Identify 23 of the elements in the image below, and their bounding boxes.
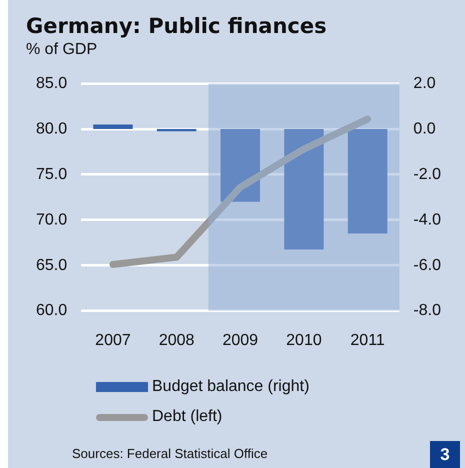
y2-tick-label: -8.0: [413, 302, 442, 320]
y-tick-label: 75.0: [36, 166, 68, 183]
y-tick-label: 60.0: [36, 302, 68, 320]
y2-tick-label: -6.0: [413, 256, 442, 274]
x-tick-label: 2010: [286, 332, 322, 349]
x-tick-label: 2007: [95, 332, 131, 349]
y2-tick-label: -4.0: [413, 211, 442, 228]
y-tick-label: 80.0: [36, 120, 68, 138]
x-tick-label: 2011: [350, 332, 385, 349]
text: 3: [430, 441, 460, 468]
y2-tick-label: 2.0: [413, 75, 436, 92]
y-tick-label: 65.0: [36, 256, 68, 274]
legend-label: Debt (left): [152, 408, 222, 426]
x-tick-label: 2009: [222, 332, 258, 349]
chart-subtitle: % of GDP: [26, 41, 98, 59]
x-tick-label: 2008: [158, 332, 195, 349]
chart-title: Germany: Public finances: [26, 14, 327, 38]
y2-tick-label: -2.0: [413, 166, 442, 183]
y-tick-label: 85.0: [36, 75, 68, 92]
y-tick-label: 70.0: [36, 211, 68, 228]
legend-label: Budget balance (right): [152, 378, 310, 396]
source-note: Sources: Federal Statistical Office: [72, 446, 268, 461]
y2-tick-label: 0.0: [413, 120, 436, 138]
